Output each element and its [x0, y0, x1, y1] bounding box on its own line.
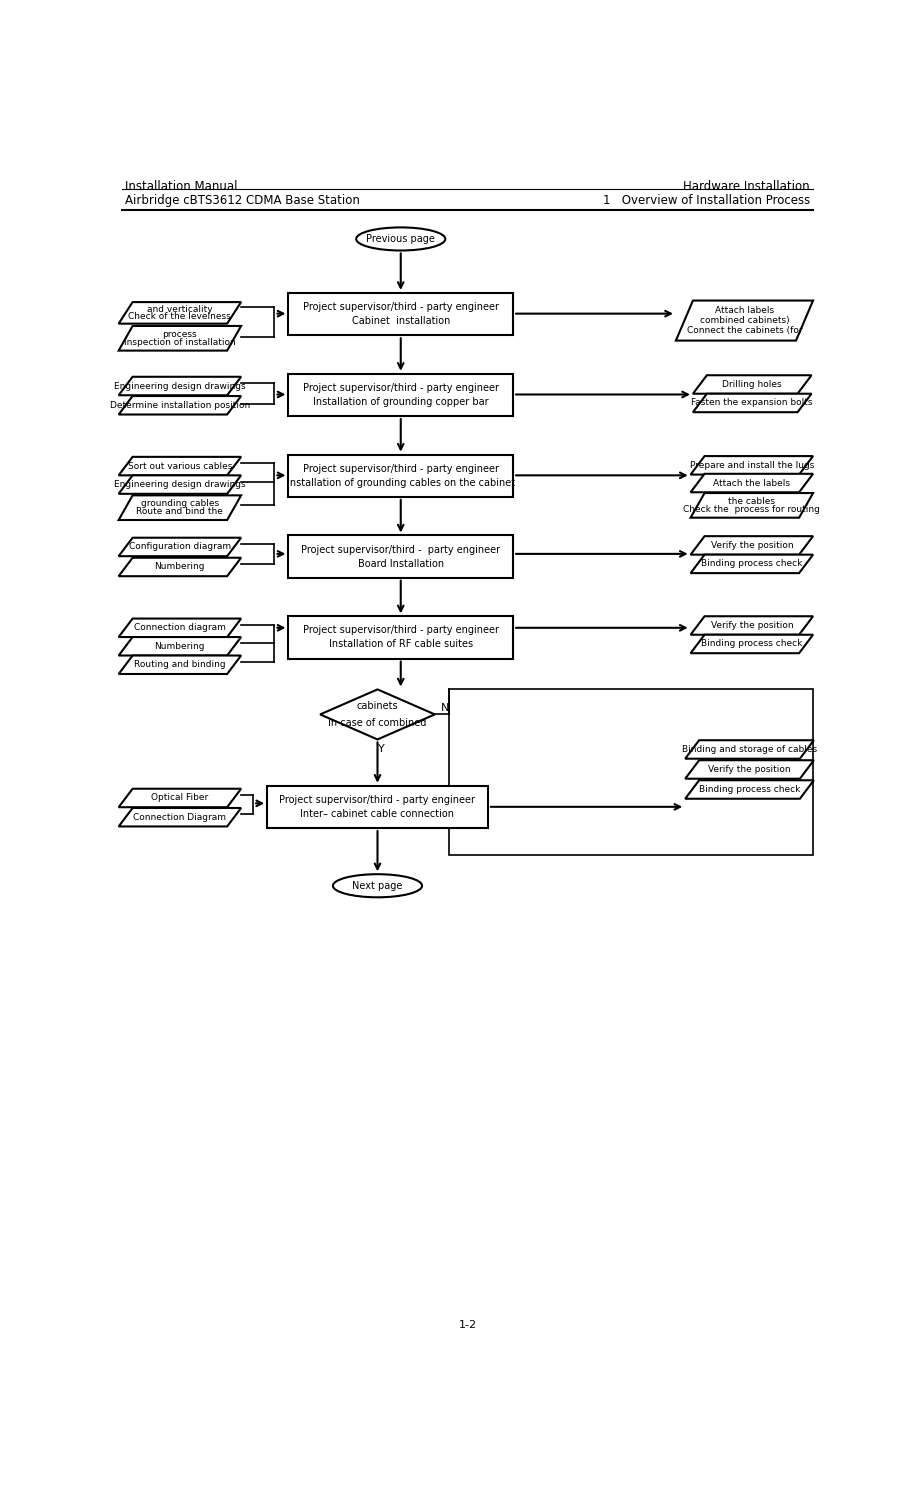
Text: In case of combined: In case of combined [328, 717, 426, 728]
Polygon shape [118, 619, 241, 637]
Text: Attach the labels: Attach the labels [712, 479, 790, 488]
Text: Drilling holes: Drilling holes [722, 381, 781, 390]
Text: Verify the position: Verify the position [710, 541, 793, 550]
Polygon shape [118, 538, 241, 556]
FancyBboxPatch shape [288, 616, 513, 658]
Polygon shape [118, 378, 241, 396]
Text: Check the  process for routing: Check the process for routing [682, 504, 819, 513]
FancyBboxPatch shape [267, 785, 487, 827]
Polygon shape [692, 394, 811, 412]
Text: Y: Y [377, 744, 384, 753]
Polygon shape [690, 494, 813, 518]
Polygon shape [118, 655, 241, 673]
Text: Binding and storage of cables: Binding and storage of cables [681, 744, 816, 753]
Polygon shape [118, 495, 241, 519]
Text: Binding process check: Binding process check [701, 559, 802, 568]
Text: and verticality: and verticality [147, 305, 212, 314]
Text: grounding cables: grounding cables [140, 500, 219, 507]
Polygon shape [118, 557, 241, 577]
Text: cabinets: cabinets [356, 701, 398, 711]
Polygon shape [690, 616, 813, 634]
Text: Routing and binding: Routing and binding [134, 660, 225, 669]
Text: Engineering design drawings: Engineering design drawings [114, 480, 245, 489]
Text: Project supervisor/third - party engineer: Project supervisor/third - party enginee… [302, 384, 498, 393]
Polygon shape [118, 458, 241, 476]
Text: Project supervisor/third - party engineer: Project supervisor/third - party enginee… [302, 302, 498, 313]
Text: Configuration diagram: Configuration diagram [128, 542, 230, 551]
Text: Project supervisor/third -  party engineer: Project supervisor/third - party enginee… [301, 545, 500, 554]
Text: 1-2: 1-2 [458, 1320, 476, 1330]
Text: Connect the cabinets (for: Connect the cabinets (for [686, 326, 802, 335]
Text: Board Installation: Board Installation [357, 559, 444, 569]
Text: N: N [441, 704, 449, 713]
Text: Next page: Next page [352, 880, 403, 891]
Polygon shape [320, 690, 435, 740]
Text: Inspection of installation: Inspection of installation [124, 338, 235, 347]
Polygon shape [690, 536, 813, 554]
Polygon shape [675, 300, 813, 341]
Text: Binding process check: Binding process check [701, 639, 802, 648]
Text: Binding process check: Binding process check [698, 785, 799, 794]
FancyBboxPatch shape [288, 373, 513, 417]
Text: Verify the position: Verify the position [710, 621, 793, 630]
Polygon shape [118, 808, 241, 826]
Text: Determine installation position: Determine installation position [109, 400, 250, 409]
Text: Project supervisor/third - party engineer: Project supervisor/third - party enginee… [279, 794, 475, 805]
Text: Connection Diagram: Connection Diagram [133, 812, 226, 821]
Polygon shape [690, 554, 813, 574]
Text: Sort out various cables: Sort out various cables [128, 462, 231, 471]
Text: Verify the position: Verify the position [708, 766, 790, 775]
Text: Installation of RF cable suites: Installation of RF cable suites [328, 639, 472, 649]
Text: Prepare and install the lugs: Prepare and install the lugs [689, 461, 814, 470]
Text: Installation of grounding copper bar: Installation of grounding copper bar [312, 397, 488, 406]
Text: Route and bind the: Route and bind the [137, 507, 223, 516]
Polygon shape [118, 396, 241, 415]
Text: combined cabinets): combined cabinets) [699, 316, 788, 325]
Polygon shape [690, 634, 813, 654]
FancyBboxPatch shape [288, 536, 513, 578]
Polygon shape [690, 456, 813, 474]
Polygon shape [684, 781, 813, 799]
Polygon shape [692, 376, 811, 394]
Text: Installation Manual: Installation Manual [125, 180, 237, 193]
Text: Numbering: Numbering [155, 642, 205, 651]
Polygon shape [118, 302, 241, 323]
FancyBboxPatch shape [288, 455, 513, 497]
Ellipse shape [333, 874, 422, 897]
Polygon shape [684, 760, 813, 779]
Text: Attach labels: Attach labels [714, 307, 773, 316]
Text: process: process [162, 329, 197, 338]
FancyBboxPatch shape [288, 293, 513, 335]
Text: Project supervisor/third - party engineer: Project supervisor/third - party enginee… [302, 625, 498, 636]
Text: Airbridge cBTS3612 CDMA Base Station: Airbridge cBTS3612 CDMA Base Station [125, 193, 359, 207]
Polygon shape [684, 740, 813, 758]
Text: 1   Overview of Installation Process: 1 Overview of Installation Process [602, 193, 809, 207]
Ellipse shape [356, 228, 445, 251]
Text: Fasten the expansion bolts: Fasten the expansion bolts [691, 399, 812, 408]
Polygon shape [118, 788, 241, 808]
Text: Inter– cabinet cable connection: Inter– cabinet cable connection [300, 809, 454, 818]
FancyBboxPatch shape [448, 690, 813, 855]
Text: Hardware Installation: Hardware Installation [682, 180, 809, 193]
Polygon shape [118, 637, 241, 655]
Text: the cables: the cables [728, 497, 774, 506]
Text: Optical Fiber: Optical Fiber [151, 793, 209, 802]
Text: Connection diagram: Connection diagram [134, 624, 226, 633]
Text: Engineering design drawings: Engineering design drawings [114, 382, 245, 391]
Text: Previous page: Previous page [366, 234, 435, 245]
Text: Check of the levelness: Check of the levelness [128, 313, 231, 322]
Text: Cabinet  installation: Cabinet installation [351, 316, 449, 326]
Text: Project supervisor/third - party engineer: Project supervisor/third - party enginee… [302, 464, 498, 474]
Polygon shape [118, 476, 241, 494]
Text: Installation of grounding cables on the cabinet: Installation of grounding cables on the … [286, 477, 514, 488]
Text: Numbering: Numbering [155, 562, 205, 571]
Polygon shape [690, 474, 813, 492]
Polygon shape [118, 326, 241, 350]
